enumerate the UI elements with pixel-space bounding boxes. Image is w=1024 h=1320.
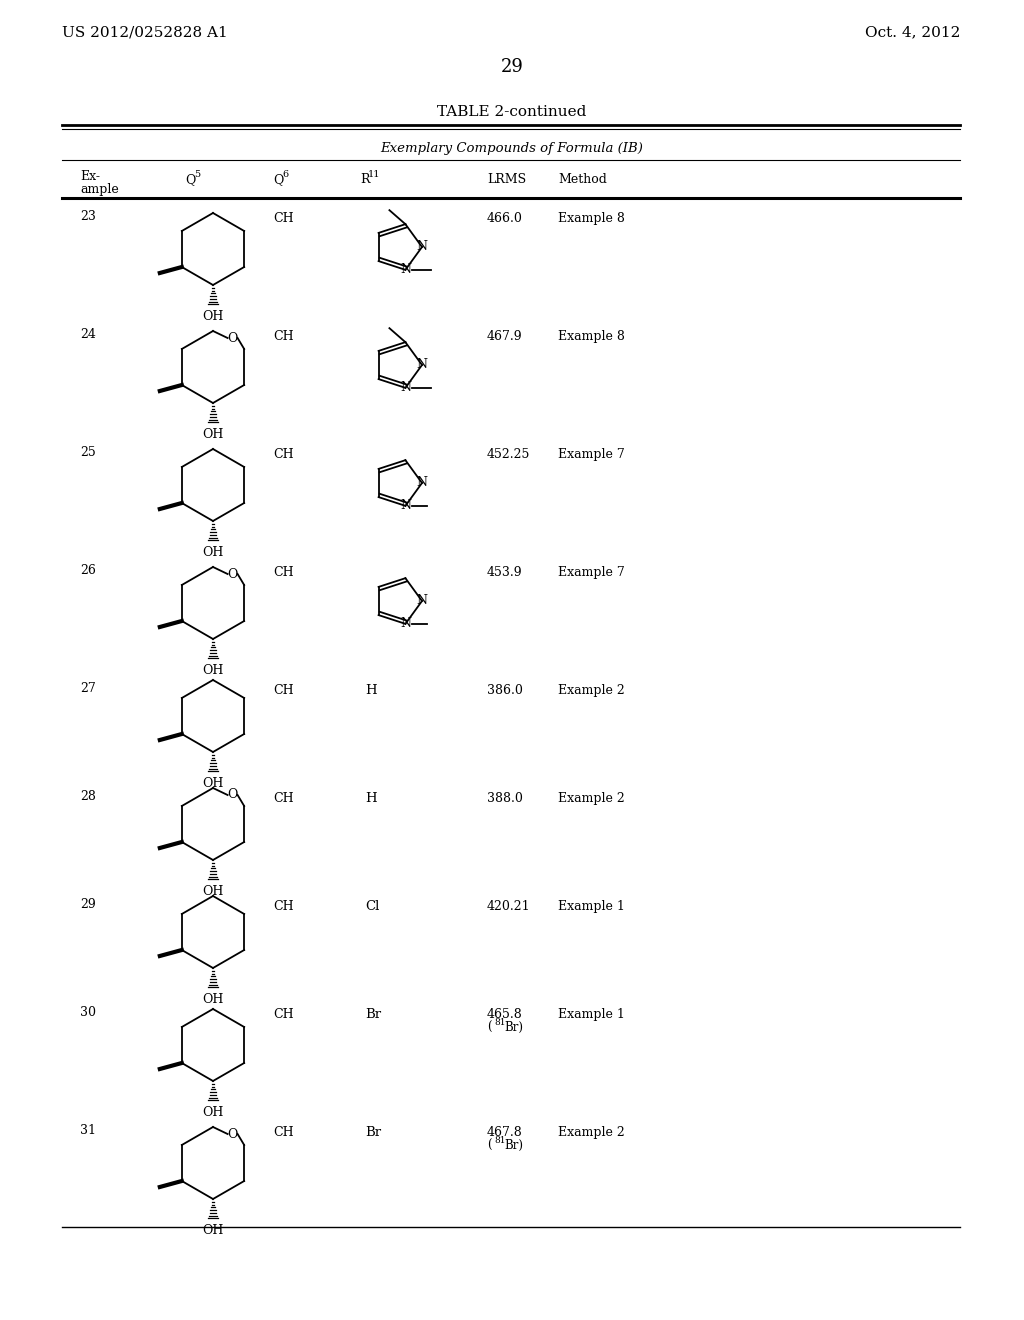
Text: Q: Q: [185, 173, 196, 186]
Text: Br): Br): [504, 1020, 523, 1034]
Text: (: (: [487, 1020, 492, 1034]
Text: 420.21: 420.21: [487, 900, 530, 913]
Text: N: N: [400, 499, 411, 512]
Text: CH: CH: [273, 213, 294, 224]
Text: Br: Br: [365, 1008, 381, 1020]
Text: Example 1: Example 1: [558, 900, 625, 913]
Text: LRMS: LRMS: [487, 173, 526, 186]
Text: CH: CH: [273, 684, 294, 697]
Text: CH: CH: [273, 1008, 294, 1020]
Text: Example 2: Example 2: [558, 792, 625, 805]
Text: 81: 81: [494, 1137, 506, 1144]
Text: N: N: [400, 618, 411, 631]
Text: N: N: [417, 594, 427, 607]
Text: CH: CH: [273, 447, 294, 461]
Text: 29: 29: [80, 898, 96, 911]
Text: 31: 31: [80, 1125, 96, 1137]
Text: Example 7: Example 7: [558, 566, 625, 579]
Text: CH: CH: [273, 566, 294, 579]
Text: Example 2: Example 2: [558, 1126, 625, 1139]
Text: OH: OH: [203, 664, 223, 677]
Text: N: N: [400, 263, 411, 276]
Text: OH: OH: [203, 884, 223, 898]
Text: CH: CH: [273, 900, 294, 913]
Text: OH: OH: [203, 428, 223, 441]
Text: OH: OH: [203, 777, 223, 789]
Text: Oct. 4, 2012: Oct. 4, 2012: [864, 25, 961, 40]
Text: Example 1: Example 1: [558, 1008, 625, 1020]
Text: US 2012/0252828 A1: US 2012/0252828 A1: [62, 25, 227, 40]
Text: ample: ample: [80, 183, 119, 195]
Text: OH: OH: [203, 993, 223, 1006]
Text: 386.0: 386.0: [487, 684, 523, 697]
Text: 452.25: 452.25: [487, 447, 530, 461]
Text: 388.0: 388.0: [487, 792, 523, 805]
Text: 5: 5: [194, 170, 200, 180]
Text: OH: OH: [203, 310, 223, 323]
Text: N: N: [417, 359, 427, 371]
Text: 466.0: 466.0: [487, 213, 523, 224]
Text: O: O: [227, 788, 238, 801]
Text: Exemplary Compounds of Formula (IB): Exemplary Compounds of Formula (IB): [381, 143, 643, 154]
Text: (: (: [487, 1139, 492, 1152]
Text: CH: CH: [273, 330, 294, 343]
Text: O: O: [227, 568, 238, 581]
Text: 11: 11: [368, 170, 381, 180]
Text: 467.8: 467.8: [487, 1126, 522, 1139]
Text: OH: OH: [203, 1106, 223, 1119]
Text: Cl: Cl: [365, 900, 379, 913]
Text: O: O: [227, 1127, 238, 1140]
Text: OH: OH: [203, 546, 223, 558]
Text: N: N: [417, 240, 427, 253]
Text: 24: 24: [80, 327, 96, 341]
Text: 29: 29: [501, 58, 523, 77]
Text: O: O: [227, 331, 238, 345]
Text: 26: 26: [80, 564, 96, 577]
Text: Method: Method: [558, 173, 607, 186]
Text: Br: Br: [365, 1126, 381, 1139]
Text: 453.9: 453.9: [487, 566, 522, 579]
Text: 81: 81: [494, 1018, 506, 1027]
Text: H: H: [365, 684, 377, 697]
Text: Br): Br): [504, 1139, 523, 1152]
Text: Example 8: Example 8: [558, 213, 625, 224]
Text: 28: 28: [80, 789, 96, 803]
Text: N: N: [400, 381, 411, 395]
Text: Q: Q: [273, 173, 284, 186]
Text: 465.8: 465.8: [487, 1008, 522, 1020]
Text: OH: OH: [203, 1224, 223, 1237]
Text: 6: 6: [282, 170, 288, 180]
Text: Example 2: Example 2: [558, 684, 625, 697]
Text: CH: CH: [273, 1126, 294, 1139]
Text: CH: CH: [273, 792, 294, 805]
Text: 30: 30: [80, 1006, 96, 1019]
Text: N: N: [417, 477, 427, 490]
Text: 467.9: 467.9: [487, 330, 522, 343]
Text: H: H: [365, 792, 377, 805]
Text: TABLE 2-continued: TABLE 2-continued: [437, 106, 587, 119]
Text: R: R: [360, 173, 370, 186]
Text: 25: 25: [80, 446, 96, 459]
Text: Ex-: Ex-: [80, 170, 100, 183]
Text: 27: 27: [80, 682, 96, 696]
Text: 23: 23: [80, 210, 96, 223]
Text: Example 7: Example 7: [558, 447, 625, 461]
Text: Example 8: Example 8: [558, 330, 625, 343]
